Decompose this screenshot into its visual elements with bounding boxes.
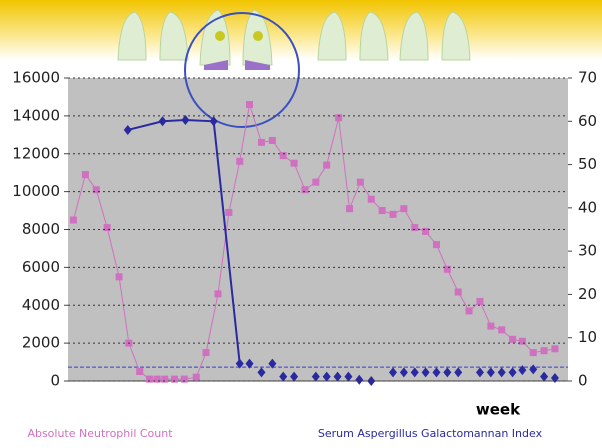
y2-tick-label: 20 <box>578 285 597 303</box>
marker <box>379 207 386 214</box>
marker <box>116 273 123 280</box>
page: week Absolute Neutrophil Count Serum Aspe… <box>0 0 602 444</box>
y-tick-label: 12000 <box>12 144 60 162</box>
y-tick-label: 10000 <box>12 182 60 200</box>
marker <box>476 298 483 305</box>
marker <box>70 217 77 224</box>
marker <box>551 345 558 352</box>
marker <box>400 205 407 212</box>
marker <box>136 368 143 375</box>
y-tick-label: 14000 <box>12 106 60 124</box>
marker <box>530 349 537 356</box>
marker <box>269 137 276 144</box>
marker <box>291 160 298 167</box>
marker <box>82 171 89 178</box>
marker <box>487 323 494 330</box>
marker <box>444 266 451 273</box>
legend-label: Serum Aspergillus Galactomannan Index <box>318 427 543 440</box>
chart: week Absolute Neutrophil Count Serum Aspe… <box>0 0 602 444</box>
marker <box>411 224 418 231</box>
y2-tick-label: 70 <box>578 69 597 87</box>
y2-tick-label: 10 <box>578 328 597 346</box>
y-tick-label: 16000 <box>12 69 60 87</box>
marker <box>93 186 100 193</box>
lesion-dot <box>253 31 263 41</box>
marker <box>541 347 548 354</box>
marker <box>368 196 375 203</box>
marker <box>236 158 243 165</box>
marker <box>422 228 429 235</box>
marker <box>181 376 188 383</box>
y-tick-label: 6000 <box>22 258 60 276</box>
legend-label: Absolute Neutrophil Count <box>27 427 173 440</box>
marker <box>466 307 473 314</box>
y2-tick-label: 30 <box>578 242 597 260</box>
marker <box>193 374 200 381</box>
marker <box>312 179 319 186</box>
marker <box>301 186 308 193</box>
marker <box>498 326 505 333</box>
marker <box>323 162 330 169</box>
marker <box>225 209 232 216</box>
marker <box>146 376 153 383</box>
y-tick-label: 2000 <box>22 334 60 352</box>
marker <box>335 114 342 121</box>
marker <box>215 290 222 297</box>
legend: Absolute Neutrophil Count Serum Aspergill… <box>27 427 542 440</box>
marker <box>171 376 178 383</box>
y2-tick-label: 60 <box>578 112 597 130</box>
banner <box>0 0 602 60</box>
marker <box>433 241 440 248</box>
y2-tick-label: 0 <box>578 372 588 390</box>
marker <box>154 376 161 383</box>
y-tick-label: 0 <box>50 372 60 390</box>
marker <box>280 152 287 159</box>
y2-tick-label: 40 <box>578 198 597 216</box>
y-tick-label: 4000 <box>22 296 60 314</box>
marker <box>203 349 210 356</box>
y-tick-label: 8000 <box>22 220 60 238</box>
marker <box>161 376 168 383</box>
marker <box>509 336 516 343</box>
x-axis-label: week <box>476 401 521 419</box>
marker <box>390 211 397 218</box>
marker <box>455 288 462 295</box>
marker <box>258 139 265 146</box>
marker <box>357 179 364 186</box>
y2-tick-label: 50 <box>578 155 597 173</box>
marker <box>104 224 111 231</box>
lesion-dot <box>215 31 225 41</box>
marker <box>346 205 353 212</box>
marker <box>246 101 253 108</box>
marker <box>519 338 526 345</box>
